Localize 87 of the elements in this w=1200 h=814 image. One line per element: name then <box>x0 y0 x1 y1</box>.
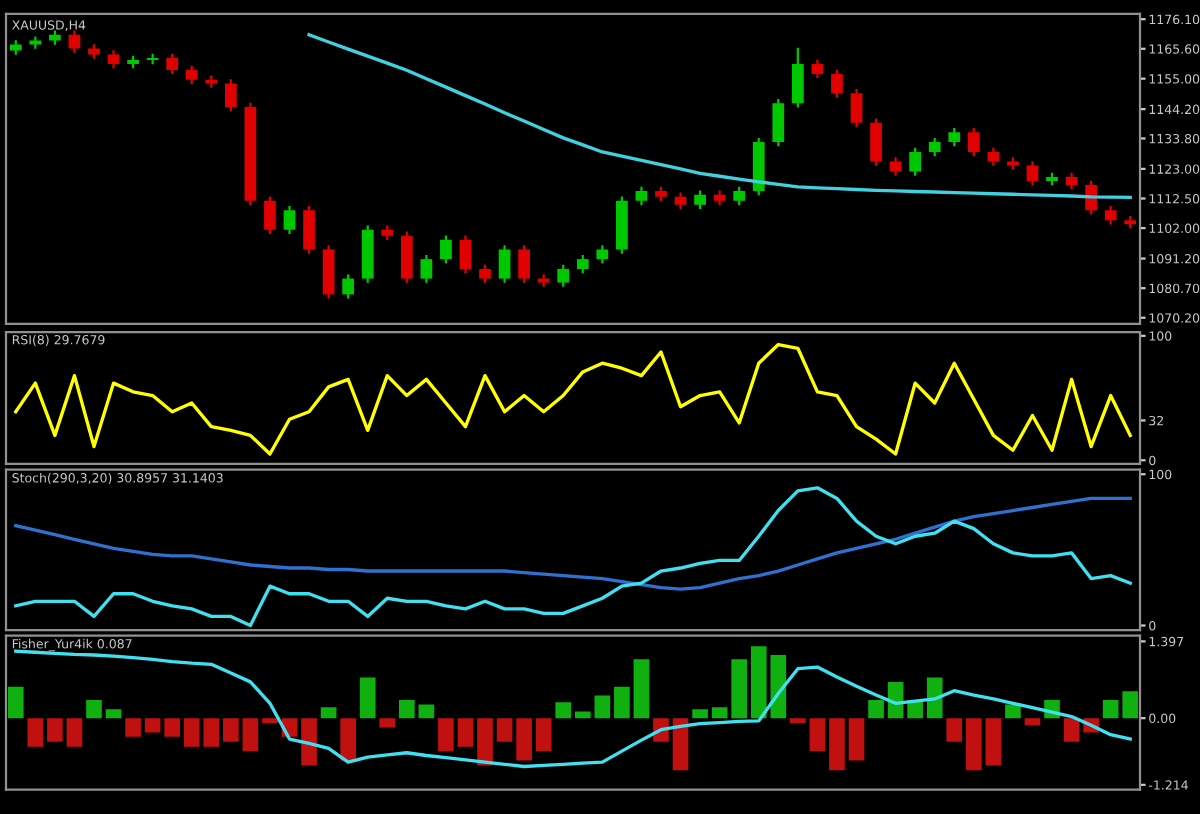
bar <box>1063 718 1080 742</box>
candlestick <box>557 263 570 288</box>
bar <box>86 700 102 719</box>
bar <box>496 718 513 742</box>
bar <box>477 718 493 766</box>
candlestick <box>400 230 413 284</box>
candlestick <box>420 253 433 284</box>
bar <box>359 677 376 719</box>
candlestick <box>479 263 491 284</box>
candlestick <box>1104 205 1117 226</box>
candlestick <box>733 185 746 207</box>
bar <box>985 718 1002 766</box>
bar <box>47 718 63 742</box>
bar <box>574 711 591 719</box>
bar <box>516 718 532 761</box>
bar <box>809 718 826 752</box>
candlestick <box>322 244 335 300</box>
bar <box>340 718 356 761</box>
candlestick <box>107 49 120 70</box>
candlestick <box>909 146 922 177</box>
bar <box>379 718 396 728</box>
candlestick <box>498 244 511 284</box>
bar <box>398 700 415 719</box>
candlestick <box>831 68 843 99</box>
bar <box>242 718 259 752</box>
candlestick <box>596 244 609 265</box>
candlestick <box>283 205 296 236</box>
line-series <box>14 342 1132 456</box>
bar <box>125 718 141 737</box>
candlestick <box>850 88 863 129</box>
bar <box>790 718 806 724</box>
line-series <box>14 649 1132 769</box>
bar <box>926 677 943 719</box>
bar <box>868 700 884 719</box>
bar <box>1005 704 1021 719</box>
bar <box>965 718 982 771</box>
bar <box>438 718 454 752</box>
bar <box>633 659 650 719</box>
bar <box>731 659 748 719</box>
bar <box>418 704 435 719</box>
bar <box>946 718 963 742</box>
candlestick <box>791 46 804 109</box>
bar <box>1024 718 1041 726</box>
bar <box>457 718 474 747</box>
bar <box>320 707 337 719</box>
candlestick <box>264 195 276 236</box>
bar <box>144 718 161 733</box>
bar <box>66 718 83 747</box>
bar <box>223 718 239 742</box>
candlestick <box>224 78 237 113</box>
bar <box>1122 691 1139 719</box>
bar <box>848 718 865 761</box>
bar <box>7 686 24 719</box>
candlestick <box>694 189 706 211</box>
candlestick <box>440 234 452 265</box>
candlestick <box>772 97 785 148</box>
bar <box>829 718 845 771</box>
candlestick <box>459 234 472 275</box>
line-series <box>14 496 1132 591</box>
bar <box>164 718 181 737</box>
candlestick <box>811 58 824 80</box>
candlestick <box>635 185 648 207</box>
candlestick <box>870 117 882 167</box>
bar <box>614 686 630 719</box>
bar <box>1102 700 1119 719</box>
candlestick <box>185 64 198 86</box>
bar <box>594 695 611 719</box>
candlestick <box>1026 160 1039 187</box>
candlestick <box>303 205 315 255</box>
candlestick <box>68 29 81 54</box>
candlestick <box>987 146 1000 167</box>
bar <box>692 709 708 719</box>
candlestick <box>518 244 530 284</box>
candlestick <box>576 253 589 275</box>
bar <box>27 718 44 747</box>
candlestick <box>948 126 961 148</box>
bar <box>105 709 122 719</box>
candlestick <box>342 273 355 300</box>
bar <box>711 707 728 719</box>
bar <box>555 702 572 719</box>
bar <box>262 718 278 724</box>
candlestick <box>967 126 980 158</box>
candlestick <box>928 136 941 158</box>
bar <box>301 718 317 766</box>
line-series <box>14 486 1132 628</box>
bar <box>535 718 552 752</box>
candlestick <box>166 52 179 76</box>
